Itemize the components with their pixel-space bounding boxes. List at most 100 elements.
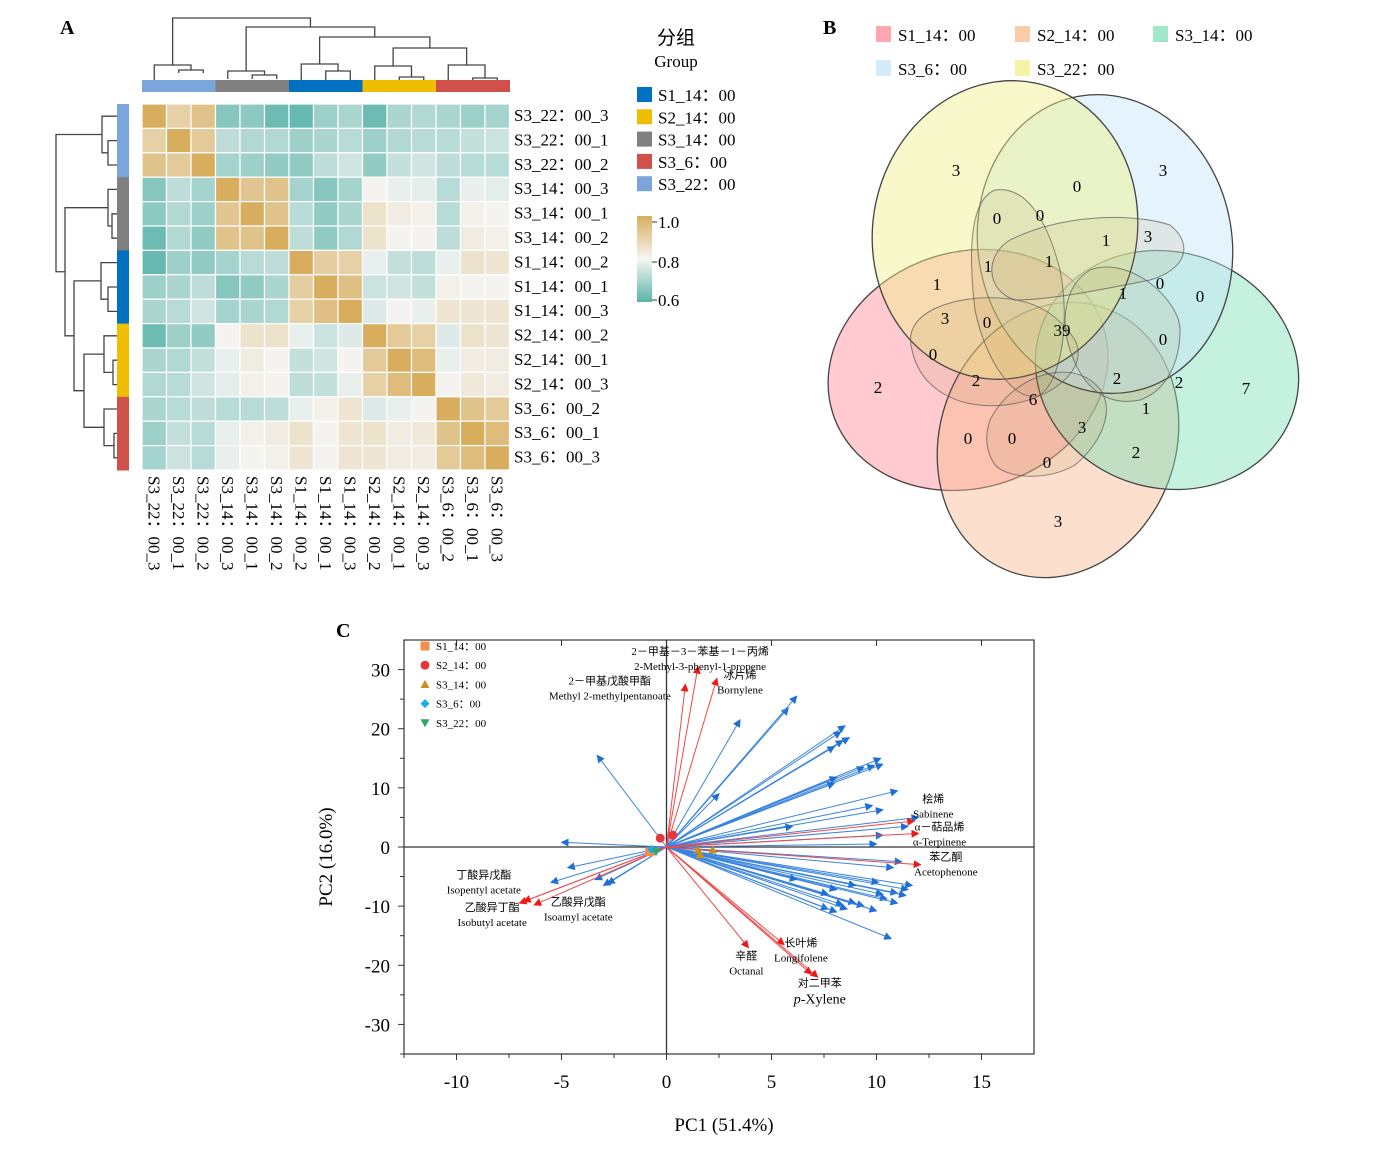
dendrogram-branch [100,261,117,300]
heatmap-cell [239,103,266,129]
loading-arrow-blue [666,814,920,848]
heatmap-cell [288,249,315,276]
heatmap-cell [141,396,168,422]
heatmap-cell [141,225,168,251]
heatmap-cell [190,420,217,447]
annotation-en: 2-Methyl-3-phenyl-1-propene [634,661,766,673]
heatmap-cell [214,249,241,276]
venn-legend-label: S2_14：00 [1037,26,1114,45]
heatmap-cell [435,103,462,129]
heatmap-cell [165,225,192,251]
heatmap-cell [337,445,364,471]
legend-label: S2_14：00 [436,660,487,672]
row-labels: S3_22：00_3 S3_22：00_1 S3_22：00_2 S3_14：00_3… [514,106,608,467]
panel-label-b: B [823,17,836,39]
heatmap-cell [484,371,511,398]
y-tick-label: -30 [365,1015,390,1036]
heatmap-cell [459,298,486,325]
loading-arrow-blue [666,695,798,848]
loading-arrow-blue [666,781,836,848]
dendrogram-branch [101,115,117,154]
heatmap-cell [386,225,413,251]
heatmap-cell [410,445,437,471]
heatmap-cell [386,201,413,227]
heatmap-cell [484,176,511,203]
venn-region-count: 3 [952,161,961,180]
heatmap-cell [312,323,339,349]
heatmap-cell [214,396,241,422]
row-label: S2_14：00_3 [514,374,608,393]
row-group-swatch [117,250,129,276]
heatmap-cell [459,249,486,276]
column-label: S1_14：00_3 [340,476,359,570]
loading-arrow-blue [560,838,667,848]
heatmap-cell [435,225,462,251]
heatmap-cell [312,396,339,422]
heatmap-cell [386,127,413,154]
row-label: S1_14：00_2 [514,252,608,271]
heatmap-cell [361,298,388,325]
heatmap-cell [410,371,437,398]
venn-region-count: 0 [993,209,1002,228]
row-group-swatch [117,299,129,325]
row-label: S1_14：00_1 [514,277,608,296]
heatmap-cell [435,127,462,154]
heatmap-cell [190,371,217,398]
annotation-cn: 对二甲苯 [798,976,842,990]
venn-region-count: 0 [1008,429,1017,448]
heatmap-cell [459,176,486,203]
heatmap-cell [141,371,168,398]
heatmap-cell [263,323,290,349]
heatmap-cell [141,176,168,203]
loading-annotations: 2－甲基－3－苯基－1－丙烯 2-Methyl-3-phenyl-1-propen… [447,644,978,1008]
heatmap-cell [141,274,168,300]
loading-arrow-blue [666,718,741,848]
annotation-cn: 乙酸异戊酯 [551,895,606,909]
row-label: S3_14：00_2 [514,228,608,247]
row-label: S3_6：00_1 [514,423,600,442]
heatmap-cell [263,445,290,471]
heatmap-cell [165,274,192,300]
heatmap-cell [484,347,511,373]
column-group-swatch [387,80,412,92]
dendrogram-branch [103,408,117,447]
heatmap-cell [312,201,339,227]
heatmap-cell [484,103,511,129]
loading-arrow-red [666,829,920,848]
heatmap-cell [459,445,486,471]
heatmap-cell [361,201,388,227]
heatmap-cell [361,152,388,178]
dendrogram-branch [107,286,117,313]
x-tick-label: 0 [662,1072,672,1093]
heatmap-cell [312,274,339,300]
heatmap-cell [361,323,388,349]
venn-legend-swatch [1015,26,1030,42]
heatmap-cell [239,298,266,325]
heatmap-cell [410,103,437,129]
heatmap-cell [214,103,241,129]
column-label: S2_14：00_2 [365,476,384,570]
heatmap-cell [263,371,290,398]
sample-point [668,830,678,840]
heatmap-cell [459,152,486,178]
loading-arrow-blue [666,745,836,848]
heatmap-cell [214,445,241,471]
loading-arrow-blue [666,822,909,848]
venn-region-count: 0 [983,313,992,332]
heatmap-cell [410,323,437,349]
annotation-en: Octanal [729,965,763,977]
legend-label: S3_22：00 [658,175,735,194]
heatmap-cell [312,152,339,178]
heatmap-cell [141,298,168,325]
venn-shapes [827,80,1300,579]
heatmap-cell [459,103,486,129]
heatmap-cell [263,201,290,227]
loading-arrow-blue [666,776,838,848]
heatmap-cell [386,420,413,447]
heatmap-cell [214,225,241,251]
heatmap-cell [165,176,192,203]
loading-arrow-red [666,683,689,848]
heatmap-cell [239,249,266,276]
heatmap-cell [410,201,437,227]
